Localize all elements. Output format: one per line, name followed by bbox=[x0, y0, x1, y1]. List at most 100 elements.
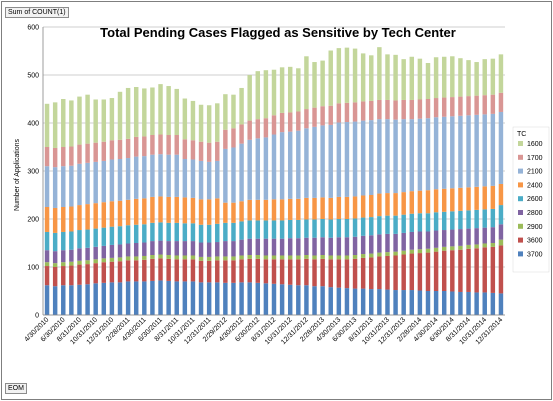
bar-segment-2900 bbox=[174, 255, 179, 260]
bar-segment-1700 bbox=[271, 115, 277, 135]
bar-segment-2800 bbox=[490, 227, 496, 243]
bar-segment-2100 bbox=[344, 122, 350, 197]
bar-segment-3600 bbox=[93, 263, 98, 284]
bar-segment-2600 bbox=[466, 210, 471, 229]
bar-segment-1700 bbox=[255, 119, 261, 139]
y-tick-label: 200 bbox=[27, 217, 39, 224]
bar-segment-2400 bbox=[344, 196, 350, 219]
bar-segment-2100 bbox=[133, 156, 139, 199]
bar-segment-1700 bbox=[433, 98, 439, 118]
bar-segment-1600 bbox=[117, 91, 123, 140]
value-field-button[interactable]: Sum of COUNT(1) bbox=[5, 7, 69, 18]
bar-segment-2600 bbox=[417, 213, 423, 232]
bar-segment-2600 bbox=[296, 219, 301, 239]
bar-segment-3700 bbox=[215, 282, 220, 315]
bar-segment-2100 bbox=[336, 122, 342, 197]
bar-segment-3700 bbox=[490, 292, 496, 315]
bar-segment-2600 bbox=[255, 220, 261, 239]
bar-segment-2600 bbox=[490, 208, 496, 228]
bar-segment-3700 bbox=[441, 291, 447, 315]
bar-segment-2100 bbox=[223, 148, 228, 203]
bar-segment-3600 bbox=[401, 254, 406, 291]
bar-segment-2900 bbox=[117, 257, 123, 262]
bar-segment-2100 bbox=[93, 161, 98, 204]
bar-segment-2900 bbox=[312, 255, 317, 260]
bar-segment-1600 bbox=[198, 104, 204, 142]
bar-segment-2100 bbox=[44, 166, 50, 207]
bars bbox=[44, 47, 504, 315]
bar-segment-2800 bbox=[52, 251, 58, 264]
legend-swatch-1600 bbox=[518, 141, 523, 146]
bar-segment-2800 bbox=[109, 244, 115, 258]
bar-segment-3700 bbox=[417, 290, 423, 315]
bar-segment-3700 bbox=[133, 281, 139, 315]
bar-segment-1600 bbox=[474, 62, 479, 96]
bar-segment-3600 bbox=[328, 259, 333, 288]
bar-segment-2900 bbox=[69, 261, 74, 266]
bar-segment-2100 bbox=[304, 128, 309, 198]
axis-field-button[interactable]: EOM bbox=[5, 383, 27, 394]
bar-segment-2400 bbox=[385, 193, 390, 216]
bar-segment-2900 bbox=[198, 256, 204, 261]
bar-segment-2900 bbox=[360, 254, 366, 258]
bar-segment-3600 bbox=[206, 260, 212, 283]
bar-segment-2600 bbox=[117, 226, 123, 245]
legend-swatch-2100 bbox=[518, 168, 523, 174]
bar-segment-2900 bbox=[142, 255, 147, 260]
bar-segment-1700 bbox=[498, 92, 504, 112]
bar-segment-2800 bbox=[190, 241, 196, 256]
bar-segment-2100 bbox=[166, 154, 171, 197]
bar-segment-1600 bbox=[255, 71, 261, 120]
legend-swatch-3700 bbox=[518, 251, 523, 257]
legend-swatch-2800 bbox=[518, 210, 523, 215]
bar-segment-2900 bbox=[61, 262, 66, 267]
bar-segment-3600 bbox=[312, 259, 317, 287]
bar-segment-3600 bbox=[69, 265, 74, 286]
bar-segment-2900 bbox=[458, 245, 463, 250]
bar-segment-2800 bbox=[69, 249, 74, 262]
bar-segment-1700 bbox=[385, 99, 390, 120]
bar-segment-2100 bbox=[271, 134, 277, 200]
bar-segment-1700 bbox=[304, 109, 309, 129]
bar-segment-2600 bbox=[271, 220, 277, 239]
bar-segment-3600 bbox=[279, 259, 285, 285]
bar-segment-2900 bbox=[433, 247, 439, 252]
bar-segment-1700 bbox=[231, 128, 236, 148]
legend-title: TC bbox=[517, 131, 526, 138]
bar-segment-2400 bbox=[247, 199, 252, 221]
bar-segment-2600 bbox=[166, 222, 171, 242]
bar-segment-2800 bbox=[458, 229, 463, 246]
bar-segment-1600 bbox=[239, 87, 244, 125]
bar-segment-1600 bbox=[133, 87, 139, 137]
bar-segment-3700 bbox=[231, 282, 236, 315]
bar-segment-2400 bbox=[279, 199, 285, 221]
bar-segment-2900 bbox=[93, 259, 98, 264]
bar-segment-3700 bbox=[166, 280, 171, 315]
bar-segment-2600 bbox=[482, 209, 487, 228]
bar-segment-2400 bbox=[490, 185, 496, 209]
legend-swatch-2900 bbox=[518, 223, 523, 229]
bar-segment-1700 bbox=[93, 142, 98, 162]
bar-segment-2800 bbox=[61, 250, 66, 263]
bar-segment-1600 bbox=[231, 94, 236, 129]
bar-segment-2400 bbox=[425, 190, 431, 214]
bar-segment-1600 bbox=[336, 48, 342, 104]
bar-segment-3600 bbox=[466, 248, 471, 292]
bar-segment-2800 bbox=[85, 247, 90, 261]
bar-segment-3600 bbox=[385, 255, 390, 290]
bar-segment-2900 bbox=[320, 255, 325, 259]
bar-segment-1600 bbox=[166, 86, 171, 135]
bar-segment-2900 bbox=[482, 243, 487, 248]
bar-segment-2100 bbox=[377, 119, 382, 194]
bar-segment-2900 bbox=[263, 255, 269, 260]
bar-segment-3600 bbox=[150, 258, 155, 281]
bar-segment-2100 bbox=[52, 167, 58, 208]
bar-segment-2900 bbox=[474, 244, 479, 249]
bar-segment-3600 bbox=[247, 258, 252, 283]
bar-segment-3600 bbox=[304, 258, 309, 286]
bar-segment-2600 bbox=[198, 224, 204, 243]
bar-segment-1600 bbox=[441, 56, 447, 98]
legend-item-label: 1700 bbox=[527, 155, 543, 162]
bar-segment-3600 bbox=[158, 258, 163, 281]
bar-segment-1600 bbox=[409, 56, 415, 100]
